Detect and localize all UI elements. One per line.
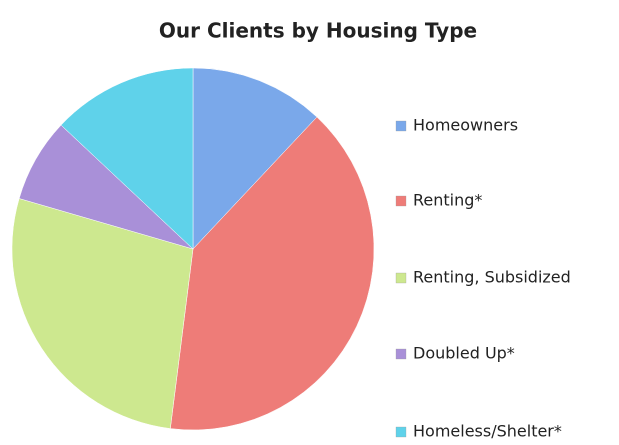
legend-swatch — [395, 426, 407, 438]
legend-swatch — [395, 195, 407, 207]
legend-swatch — [395, 272, 407, 284]
pie-slice — [11, 198, 194, 429]
chart-title: Our Clients by Housing Type — [159, 19, 477, 43]
legend-swatch — [395, 348, 407, 360]
pie-slice — [192, 67, 318, 250]
legend-label: Renting* — [413, 191, 482, 210]
legend-label: Renting, Subsidized — [413, 268, 571, 287]
pie-slice — [60, 67, 194, 250]
legend-label: Homeowners — [413, 116, 518, 135]
pie-slice — [170, 116, 375, 431]
legend-swatch — [395, 120, 407, 132]
legend-label: Homeless/Shelter* — [413, 422, 562, 441]
legend-label: Doubled Up* — [413, 344, 515, 363]
